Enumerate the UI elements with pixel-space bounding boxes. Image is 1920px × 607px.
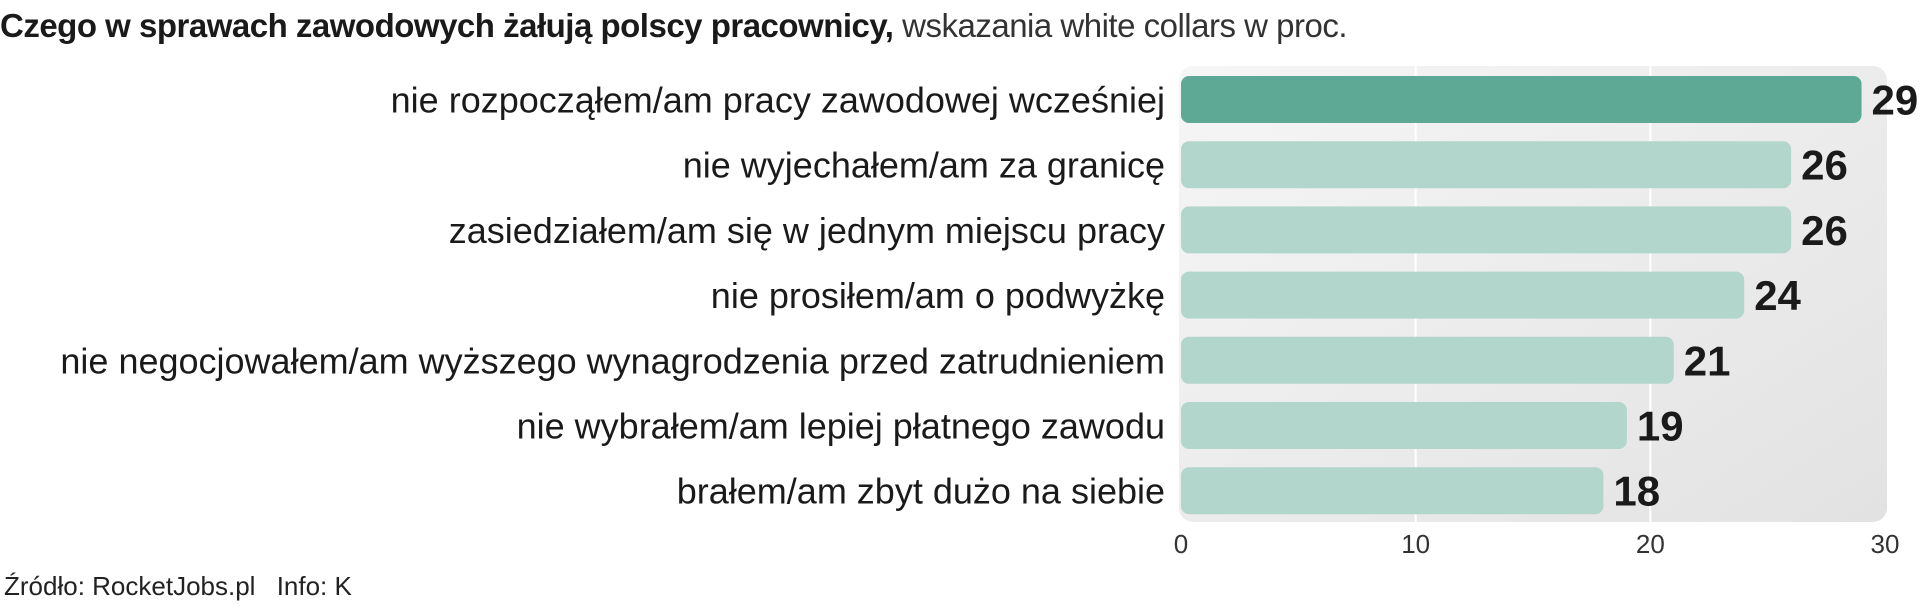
category-label-6: brałem/am zbyt dużo na siebie [677,471,1165,512]
value-label-5: 19 [1637,403,1684,450]
category-label-0: nie rozpocząłem/am pracy zawodowej wcześ… [391,80,1165,121]
source-note: Źródło: RocketJobs.pl [4,571,256,601]
bar-5 [1181,402,1627,449]
value-label-4: 21 [1684,337,1731,384]
chart-subtitle: wskazania white collars w proc. [902,7,1347,44]
value-label-6: 18 [1613,468,1660,515]
bar-0 [1181,76,1862,123]
category-label-4: nie negocjowałem/am wyższego wynagrodzen… [60,340,1165,381]
bar-6 [1181,467,1604,515]
value-label-2: 26 [1801,207,1848,254]
value-label-1: 26 [1801,142,1848,189]
category-label-5: nie wybrałem/am lepiej płatnego zawodu [517,406,1165,447]
x-tick-label-20: 20 [1636,529,1665,559]
chart-title-bold: Czego w sprawach zawodowych żałują polsc… [0,7,894,44]
x-tick-label-0: 0 [1174,529,1188,559]
category-label-2: zasiedziałem/am się w jednym miejscu pra… [449,210,1165,251]
chart-footer: Źródło: RocketJobs.pl Info: K [4,570,352,602]
category-label-1: nie wyjechałem/am za granicę [683,145,1165,186]
category-label-3: nie prosiłem/am o podwyżkę [711,275,1165,316]
value-label-3: 24 [1754,272,1801,319]
bar-3 [1181,271,1745,319]
bar-2 [1181,206,1792,254]
chart-title: Czego w sprawach zawodowych żałują polsc… [0,4,1347,48]
bar-4 [1181,336,1674,384]
x-tick-label-30: 30 [1871,529,1900,559]
value-label-0: 29 [1872,77,1919,124]
x-tick-label-10: 10 [1401,529,1430,559]
bar-1 [1181,141,1792,189]
info-note: Info: K [276,571,352,601]
